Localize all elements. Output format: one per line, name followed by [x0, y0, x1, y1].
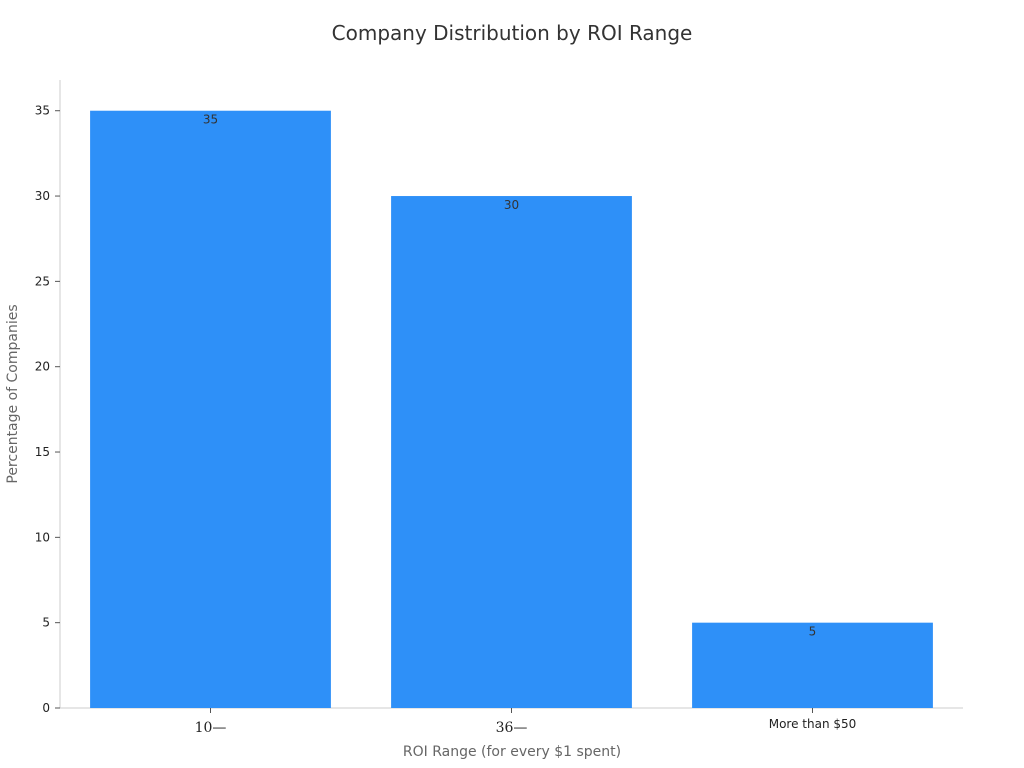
- x-tick-label: 36—: [496, 720, 528, 736]
- data-label: 30: [504, 198, 519, 212]
- y-tick-label: 5: [42, 616, 50, 630]
- bar: [90, 110, 331, 708]
- data-label: 5: [809, 625, 817, 639]
- plot-area: 0 5 10 15 20 25 30 35 35 10— 30 36— 5 More than $50: [35, 80, 963, 736]
- y-tick-label: 35: [35, 104, 50, 118]
- y-tick-label: 0: [42, 701, 50, 715]
- y-axis-label: Percentage of Companies: [5, 304, 21, 483]
- y-tick-label: 30: [35, 189, 50, 203]
- y-tick-label: 10: [35, 530, 50, 544]
- x-tick-label: 10—: [195, 720, 227, 736]
- y-tick-label: 25: [35, 274, 50, 288]
- x-tick-label: More than $50: [769, 717, 857, 731]
- x-axis-label: ROI Range (for every $1 spent): [403, 744, 621, 760]
- y-tick-label: 20: [35, 360, 50, 374]
- bar: [692, 622, 933, 708]
- bar: [391, 196, 632, 709]
- data-label: 35: [203, 113, 218, 127]
- chart-title: Company Distribution by ROI Range: [332, 21, 693, 45]
- y-tick-label: 15: [35, 445, 50, 459]
